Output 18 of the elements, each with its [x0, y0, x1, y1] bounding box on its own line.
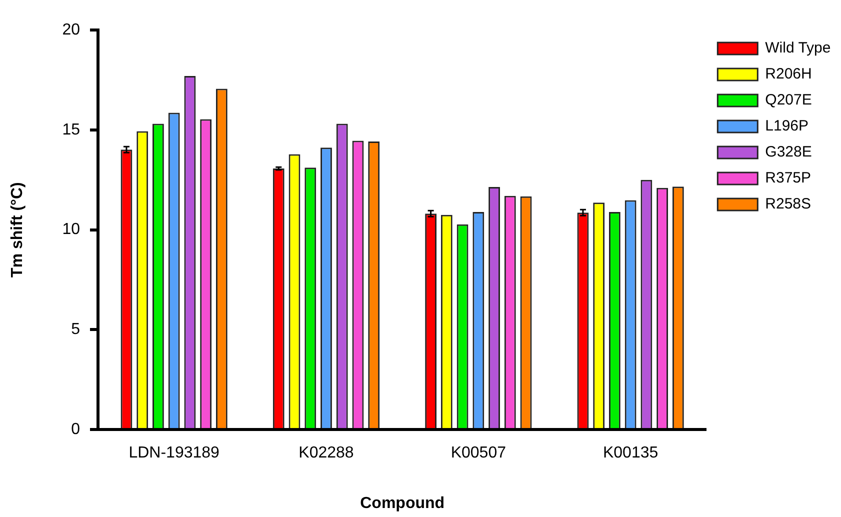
legend-label: Q207E [765, 92, 812, 109]
x-axis-title: Compound [360, 494, 445, 512]
x-tick-label: K00135 [602, 444, 658, 462]
x-tick-label: LDN-193189 [128, 444, 220, 462]
legend-label: R375P [765, 170, 812, 187]
y-tick-label: 15 [62, 121, 80, 138]
legend-label: R206H [765, 66, 812, 83]
y-tick-label: 20 [62, 21, 80, 38]
x-tick-label: K00507 [450, 444, 506, 462]
y-tick-label: 10 [62, 221, 80, 238]
legend-label: Wild Type [765, 40, 831, 57]
y-tick-label: 5 [71, 321, 80, 338]
y-axis-title: Tm shift (°C) [9, 182, 26, 278]
legend-label: R258S [765, 196, 812, 213]
y-tick-label: 0 [71, 421, 80, 438]
legend-label: G328E [765, 144, 812, 161]
legend-label: L196P [765, 118, 809, 135]
x-tick-label: K02288 [298, 444, 354, 462]
